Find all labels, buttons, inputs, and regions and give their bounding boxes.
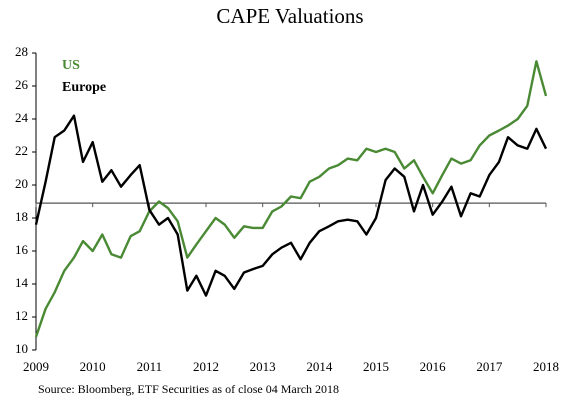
x-tick-label: 2012 bbox=[193, 359, 219, 374]
y-tick-label: 10 bbox=[15, 341, 28, 356]
series-line bbox=[34, 114, 548, 297]
chart-title: CAPE Valuations bbox=[216, 4, 363, 28]
legend-label: Europe bbox=[62, 80, 106, 95]
y-tick-label: 22 bbox=[15, 143, 28, 158]
y-tick-label: 20 bbox=[15, 176, 28, 191]
x-tick-label: 2010 bbox=[80, 359, 106, 374]
source-note: Source: Bloomberg, ETF Securities as of … bbox=[38, 382, 339, 396]
x-tick-label: 2013 bbox=[250, 359, 276, 374]
x-tick-label: 2016 bbox=[420, 359, 447, 374]
x-tick-label: 2011 bbox=[137, 359, 163, 374]
y-tick-label: 26 bbox=[15, 77, 29, 92]
y-tick-label: 24 bbox=[15, 110, 29, 125]
y-tick-label: 16 bbox=[15, 242, 29, 257]
y-tick-label: 28 bbox=[15, 44, 28, 59]
legend-label: US bbox=[62, 58, 80, 73]
y-tick-label: 12 bbox=[15, 308, 28, 323]
x-tick-label: 2009 bbox=[23, 359, 49, 374]
x-tick-label: 2018 bbox=[533, 359, 559, 374]
y-tick-label: 14 bbox=[15, 275, 29, 290]
x-tick-label: 2014 bbox=[306, 359, 333, 374]
x-tick-label: 2017 bbox=[476, 359, 503, 374]
x-tick-label: 2015 bbox=[363, 359, 389, 374]
series-line bbox=[34, 60, 548, 338]
y-tick-label: 18 bbox=[15, 209, 28, 224]
